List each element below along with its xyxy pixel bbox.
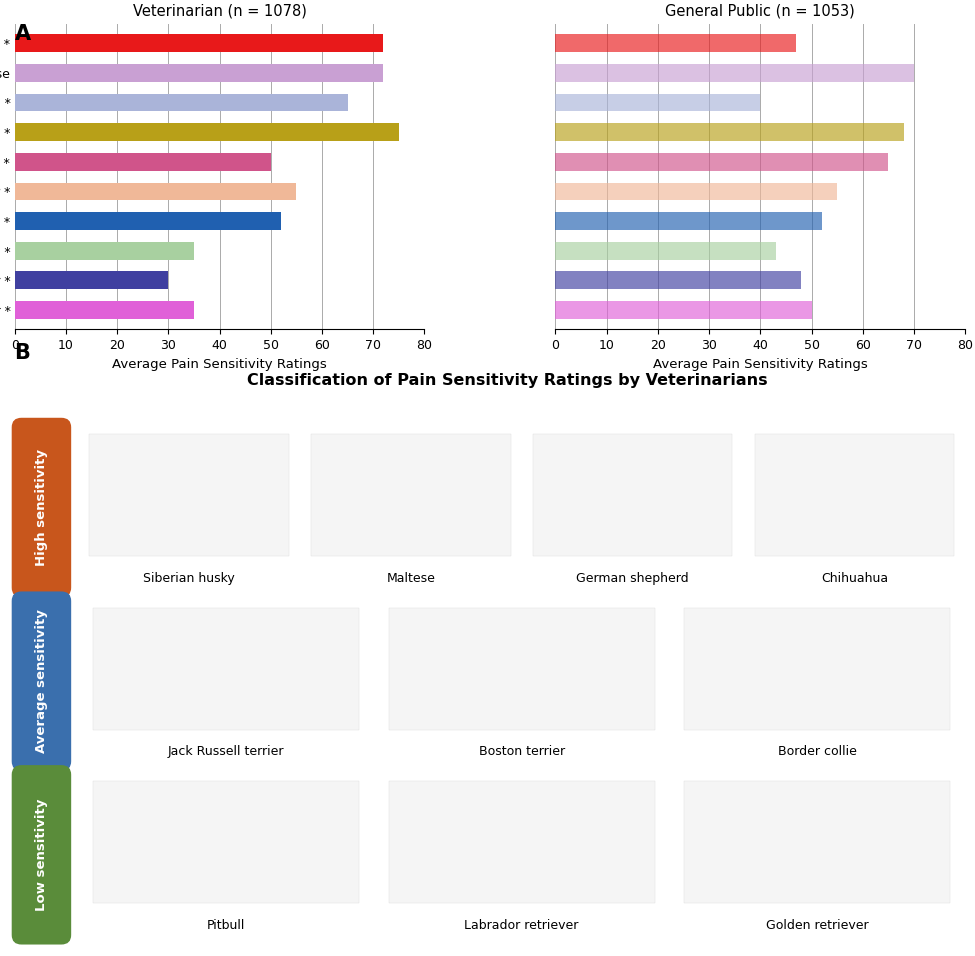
X-axis label: Average Pain Sensitivity Ratings: Average Pain Sensitivity Ratings (653, 358, 868, 371)
Text: Labrador retriever: Labrador retriever (464, 919, 579, 932)
Text: Siberian husky: Siberian husky (143, 572, 235, 585)
Bar (556, 212, 822, 230)
Bar (556, 94, 761, 111)
Bar (15, 123, 399, 141)
Text: Maltese: Maltese (386, 572, 435, 585)
Text: A: A (15, 24, 31, 44)
Text: Jack Russell terrier: Jack Russell terrier (168, 746, 284, 758)
Text: German shepherd: German shepherd (576, 572, 689, 585)
Text: Average sensitivity: Average sensitivity (35, 609, 48, 753)
Bar (15, 34, 383, 52)
Bar (15, 153, 271, 171)
Bar (15, 301, 194, 319)
Bar (556, 242, 776, 260)
Bar (556, 183, 838, 201)
Title: Veterinarian (n = 1078): Veterinarian (n = 1078) (133, 4, 306, 18)
Title: General Public (n = 1053): General Public (n = 1053) (666, 4, 855, 18)
Bar (15, 212, 281, 230)
Text: Chihuahua: Chihuahua (821, 572, 888, 585)
Bar (15, 242, 194, 260)
Bar (556, 301, 811, 319)
Text: Classification of Pain Sensitivity Ratings by Veterinarians: Classification of Pain Sensitivity Ratin… (247, 373, 767, 388)
X-axis label: Average Pain Sensitivity Ratings: Average Pain Sensitivity Ratings (112, 358, 327, 371)
Text: High sensitivity: High sensitivity (35, 449, 48, 566)
Text: Golden retriever: Golden retriever (766, 919, 869, 932)
Text: Pitbull: Pitbull (207, 919, 245, 932)
Bar (15, 64, 383, 81)
Bar (15, 183, 296, 201)
Text: Low sensitivity: Low sensitivity (35, 798, 48, 911)
Bar (556, 64, 914, 81)
Text: Border collie: Border collie (778, 746, 857, 758)
Text: B: B (15, 343, 30, 363)
Bar (556, 123, 904, 141)
Bar (15, 272, 169, 290)
Bar (556, 153, 888, 171)
Bar (15, 94, 347, 111)
Text: Boston terrier: Boston terrier (479, 746, 565, 758)
Bar (556, 272, 801, 290)
Bar (556, 34, 797, 52)
